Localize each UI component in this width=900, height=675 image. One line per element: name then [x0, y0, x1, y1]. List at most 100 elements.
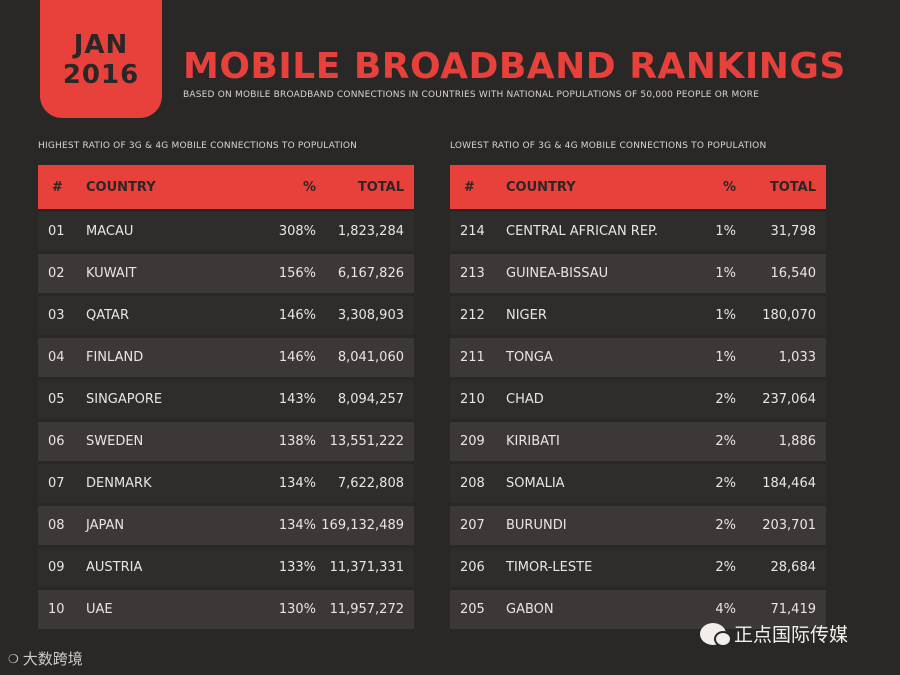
row-total: 169,132,489	[321, 518, 404, 533]
table-row: 01 MACAU 308% 1,823,284	[38, 212, 414, 251]
lowest-ratio-table: # COUNTRY % TOTAL 214 CENTRAL AFRICAN REP…	[450, 165, 826, 629]
row-rank: 214	[460, 224, 485, 239]
row-rank: 05	[48, 392, 65, 407]
watermark-right: 正点国际传媒	[700, 620, 848, 647]
table-row: 07 DENMARK 134% 7,622,808	[38, 464, 414, 503]
lowest-table-caption: LOWEST RATIO OF 3G & 4G MOBILE CONNECTIO…	[450, 141, 767, 151]
row-total: 8,094,257	[337, 392, 404, 407]
row-rank: 210	[460, 392, 485, 407]
row-total: 7,622,808	[337, 476, 404, 491]
table-row: 207 BURUNDI 2% 203,701	[450, 506, 826, 545]
row-total: 11,957,272	[329, 602, 404, 617]
highest-ratio-table: # COUNTRY % TOTAL 01 MACAU 308% 1,823,284 02…	[38, 165, 414, 629]
table-row: 09 AUSTRIA 133% 11,371,331	[38, 548, 414, 587]
table-header: # COUNTRY % TOTAL	[38, 165, 414, 209]
row-country: NIGER	[506, 308, 547, 323]
row-country: SWEDEN	[86, 434, 144, 449]
table-row: 208 SOMALIA 2% 184,464	[450, 464, 826, 503]
row-percent: 308%	[278, 224, 316, 239]
table-row: 08 JAPAN 134% 169,132,489	[38, 506, 414, 545]
row-total: 16,540	[770, 266, 817, 281]
header-country: COUNTRY	[506, 179, 576, 195]
row-rank: 06	[48, 434, 65, 449]
row-percent: 4%	[715, 602, 736, 617]
watermark-right-text: 正点国际传媒	[734, 624, 849, 646]
page-title: MOBILE BROADBAND RANKINGS	[183, 46, 846, 87]
row-rank: 09	[48, 560, 65, 575]
row-total: 13,551,222	[329, 434, 404, 449]
table-row: 210 CHAD 2% 237,064	[450, 380, 826, 419]
logo-icon: ❍	[8, 651, 19, 666]
wechat-icon	[700, 622, 732, 647]
row-total: 180,070	[762, 308, 816, 323]
table-row: 05 SINGAPORE 143% 8,094,257	[38, 380, 414, 419]
row-rank: 10	[48, 602, 65, 617]
badge-month: JAN	[73, 30, 129, 60]
row-percent: 133%	[278, 560, 316, 575]
row-percent: 134%	[278, 476, 316, 491]
table-row: 06 SWEDEN 138% 13,551,222	[38, 422, 414, 461]
header-percent: %	[722, 179, 736, 195]
row-percent: 156%	[278, 266, 316, 281]
row-rank: 207	[460, 518, 485, 533]
row-percent: 138%	[278, 434, 316, 449]
row-rank: 206	[460, 560, 485, 575]
row-total: 8,041,060	[337, 350, 404, 365]
row-country: GABON	[506, 602, 554, 617]
row-rank: 205	[460, 602, 485, 617]
row-percent: 2%	[715, 560, 736, 575]
row-total: 3,308,903	[337, 308, 404, 323]
header-country: COUNTRY	[86, 179, 156, 195]
date-badge: JAN 2016	[40, 0, 162, 118]
row-country: GUINEA-BISSAU	[506, 266, 609, 281]
row-country: KUWAIT	[86, 266, 137, 281]
row-rank: 04	[48, 350, 65, 365]
row-total: 6,167,826	[337, 266, 404, 281]
row-country: KIRIBATI	[506, 434, 560, 449]
watermark-left-text: 大数跨境	[22, 650, 83, 668]
row-rank: 211	[460, 350, 485, 365]
table-row: 206 TIMOR-LESTE 2% 28,684	[450, 548, 826, 587]
table-row: 205 GABON 4% 71,419	[450, 590, 826, 629]
table-row: 212 NIGER 1% 180,070	[450, 296, 826, 335]
row-percent: 134%	[278, 518, 316, 533]
row-total: 31,798	[770, 224, 817, 239]
row-total: 71,419	[770, 602, 817, 617]
row-country: UAE	[86, 602, 113, 617]
table-row: 02 KUWAIT 156% 6,167,826	[38, 254, 414, 293]
row-percent: 1%	[715, 224, 736, 239]
table-row: 209 KIRIBATI 2% 1,886	[450, 422, 826, 461]
table-row: 214 CENTRAL AFRICAN REP. 1% 31,798	[450, 212, 826, 251]
row-country: DENMARK	[86, 476, 152, 491]
row-total: 184,464	[762, 476, 816, 491]
row-percent: 1%	[715, 350, 736, 365]
header-percent: %	[302, 179, 316, 195]
highest-table-caption: HIGHEST RATIO OF 3G & 4G MOBILE CONNECTI…	[38, 141, 358, 151]
table-row: 213 GUINEA-BISSAU 1% 16,540	[450, 254, 826, 293]
table-row: 04 FINLAND 146% 8,041,060	[38, 338, 414, 377]
row-percent: 146%	[278, 308, 316, 323]
badge-year: 2016	[62, 60, 140, 90]
row-percent: 1%	[715, 308, 736, 323]
row-country: SINGAPORE	[86, 392, 163, 407]
row-total: 1,823,284	[337, 224, 404, 239]
row-country: TONGA	[506, 350, 553, 365]
row-percent: 143%	[278, 392, 316, 407]
row-percent: 2%	[715, 434, 736, 449]
row-percent: 2%	[715, 518, 736, 533]
row-rank: 209	[460, 434, 485, 449]
row-percent: 2%	[715, 476, 736, 491]
page-subtitle: BASED ON MOBILE BROADBAND CONNECTIONS IN…	[183, 90, 760, 100]
table-row: 03 QATAR 146% 3,308,903	[38, 296, 414, 335]
row-total: 1,886	[778, 434, 816, 449]
header-rank: #	[464, 179, 475, 195]
row-country: MACAU	[86, 224, 134, 239]
row-rank: 208	[460, 476, 485, 491]
row-percent: 1%	[715, 266, 736, 281]
row-country: AUSTRIA	[86, 560, 143, 575]
watermark-left: ❍ 大数跨境	[8, 648, 83, 669]
row-percent: 2%	[715, 392, 736, 407]
row-country: TIMOR-LESTE	[506, 560, 593, 575]
row-total: 237,064	[762, 392, 816, 407]
row-rank: 01	[48, 224, 65, 239]
